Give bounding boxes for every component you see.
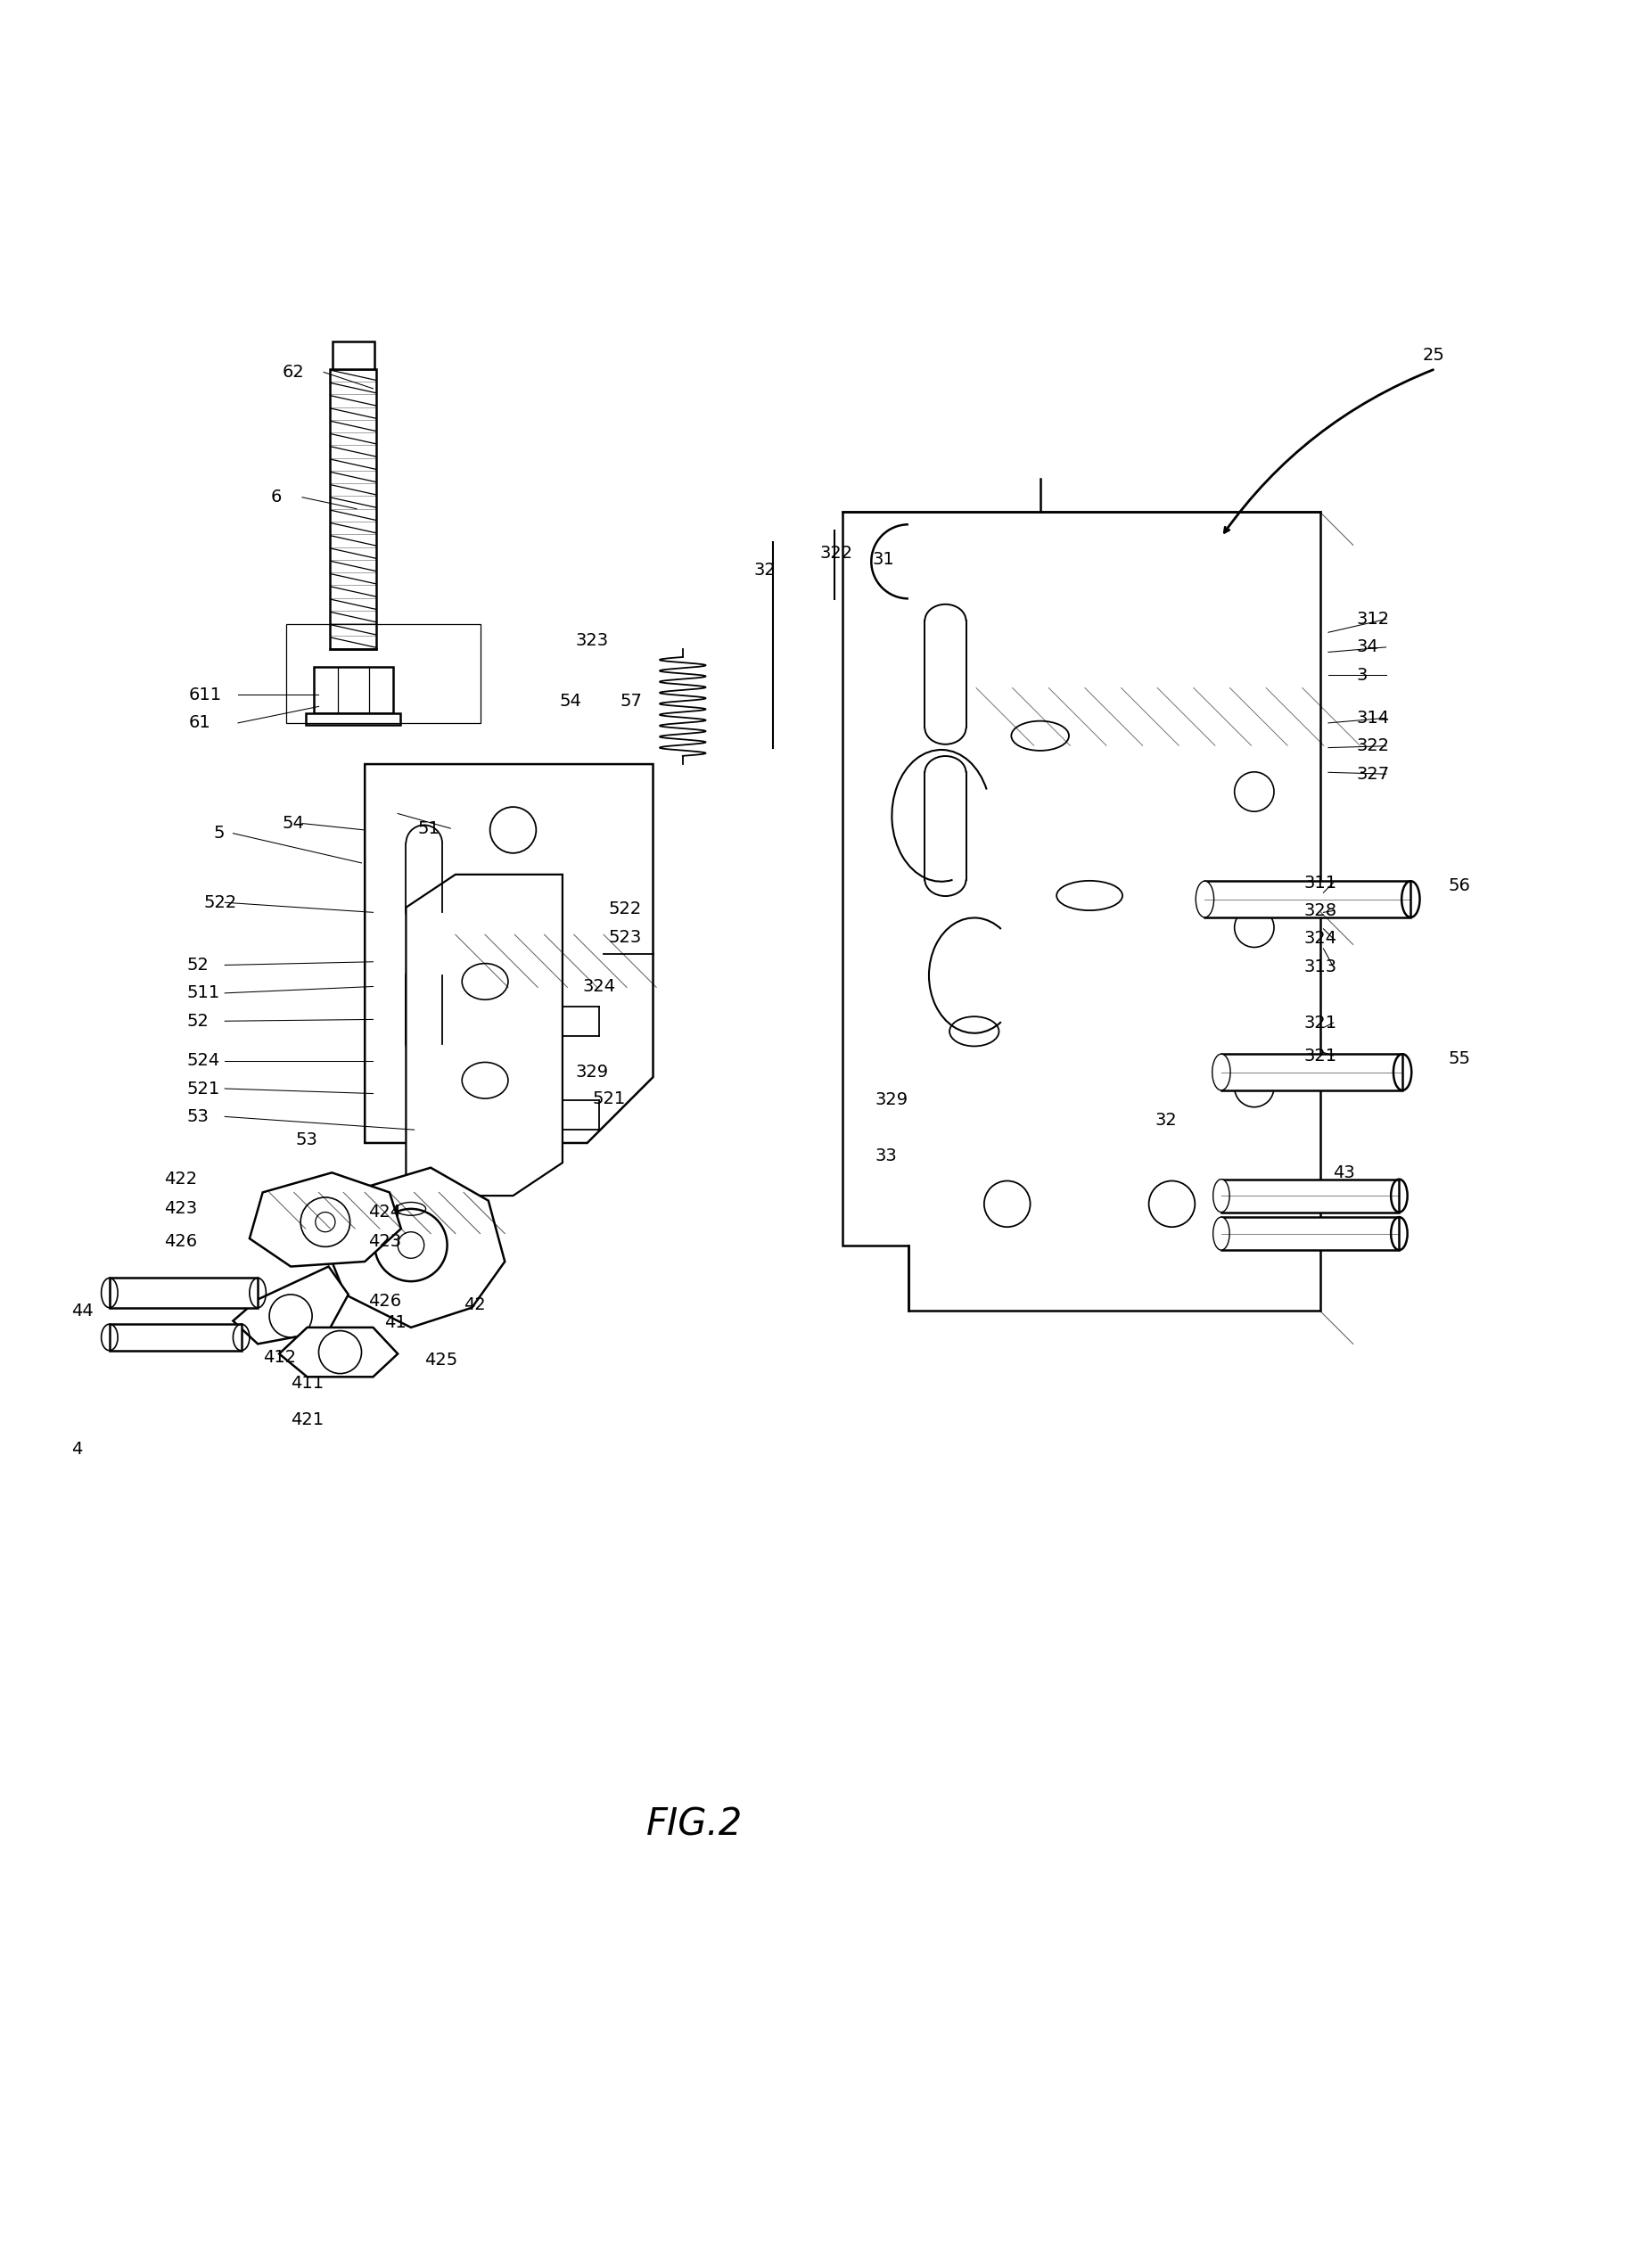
Text: 522: 522 xyxy=(608,901,641,917)
Text: 25: 25 xyxy=(1422,347,1444,365)
Text: 311: 311 xyxy=(1303,874,1336,892)
Ellipse shape xyxy=(1213,1054,1231,1090)
Polygon shape xyxy=(249,1172,401,1266)
Text: 31: 31 xyxy=(872,552,894,568)
Text: 34: 34 xyxy=(1356,638,1378,656)
Text: 5: 5 xyxy=(213,825,225,843)
Text: 41: 41 xyxy=(385,1313,406,1332)
Bar xyxy=(1221,1217,1399,1250)
Text: 6: 6 xyxy=(271,489,282,505)
Text: 521: 521 xyxy=(591,1090,626,1106)
Text: 423: 423 xyxy=(368,1232,401,1250)
Text: 324: 324 xyxy=(582,978,615,996)
Text: 521: 521 xyxy=(187,1079,220,1097)
Text: 52: 52 xyxy=(187,958,210,973)
Polygon shape xyxy=(109,1277,258,1307)
Text: 321: 321 xyxy=(1303,1014,1336,1032)
Bar xyxy=(306,712,401,725)
Ellipse shape xyxy=(1196,881,1214,917)
Polygon shape xyxy=(406,874,562,1196)
Text: 54: 54 xyxy=(558,694,582,710)
Text: 423: 423 xyxy=(164,1201,197,1217)
Bar xyxy=(286,624,481,723)
Text: 53: 53 xyxy=(187,1108,210,1124)
Text: 329: 329 xyxy=(876,1093,909,1108)
Text: 322: 322 xyxy=(819,545,852,561)
Text: 328: 328 xyxy=(1303,901,1336,919)
Text: 426: 426 xyxy=(164,1232,197,1250)
Text: 424: 424 xyxy=(368,1203,401,1221)
Text: 312: 312 xyxy=(1356,611,1389,629)
Text: 313: 313 xyxy=(1303,958,1336,976)
Text: 43: 43 xyxy=(1333,1165,1355,1181)
Polygon shape xyxy=(365,764,653,1142)
Text: 322: 322 xyxy=(1356,737,1389,755)
Text: 56: 56 xyxy=(1449,879,1470,894)
Text: 522: 522 xyxy=(203,894,236,910)
Text: 611: 611 xyxy=(188,687,221,703)
Text: 314: 314 xyxy=(1356,710,1389,725)
Bar xyxy=(332,340,373,369)
Ellipse shape xyxy=(1213,1217,1229,1250)
Polygon shape xyxy=(233,1266,349,1345)
Text: 523: 523 xyxy=(608,928,641,946)
Text: 33: 33 xyxy=(876,1147,897,1165)
Text: 62: 62 xyxy=(282,363,304,381)
Text: 57: 57 xyxy=(620,694,643,710)
Ellipse shape xyxy=(1213,1178,1229,1212)
Text: 51: 51 xyxy=(418,820,439,836)
Bar xyxy=(1221,1178,1399,1212)
Text: 329: 329 xyxy=(575,1063,608,1081)
Text: 323: 323 xyxy=(575,633,608,649)
Text: 44: 44 xyxy=(71,1302,94,1320)
Text: 511: 511 xyxy=(187,985,220,1003)
Text: 327: 327 xyxy=(1356,766,1389,782)
Text: 55: 55 xyxy=(1449,1050,1470,1068)
Text: 54: 54 xyxy=(282,816,304,831)
Text: 425: 425 xyxy=(425,1352,458,1370)
Text: 52: 52 xyxy=(187,1012,210,1030)
Text: 324: 324 xyxy=(1303,930,1336,946)
Bar xyxy=(1204,881,1411,917)
Text: 411: 411 xyxy=(291,1374,324,1392)
Polygon shape xyxy=(279,1327,398,1377)
Text: 32: 32 xyxy=(753,561,775,579)
Text: FIG.2: FIG.2 xyxy=(646,1807,742,1843)
Text: 422: 422 xyxy=(164,1172,197,1187)
Text: 4: 4 xyxy=(71,1442,83,1458)
Polygon shape xyxy=(843,511,1320,1311)
Text: 53: 53 xyxy=(296,1131,317,1149)
Polygon shape xyxy=(325,1167,506,1327)
Polygon shape xyxy=(109,1325,241,1350)
Text: 61: 61 xyxy=(188,714,211,732)
Text: 42: 42 xyxy=(464,1295,486,1313)
Text: 426: 426 xyxy=(368,1293,401,1309)
Text: 421: 421 xyxy=(291,1410,324,1428)
Text: 412: 412 xyxy=(263,1350,296,1365)
Text: 524: 524 xyxy=(187,1052,220,1070)
Text: 321: 321 xyxy=(1303,1048,1336,1063)
Bar xyxy=(330,369,377,649)
Bar xyxy=(314,667,393,712)
Text: 32: 32 xyxy=(1155,1111,1178,1129)
Text: 3: 3 xyxy=(1356,667,1368,683)
Bar xyxy=(1221,1054,1403,1090)
